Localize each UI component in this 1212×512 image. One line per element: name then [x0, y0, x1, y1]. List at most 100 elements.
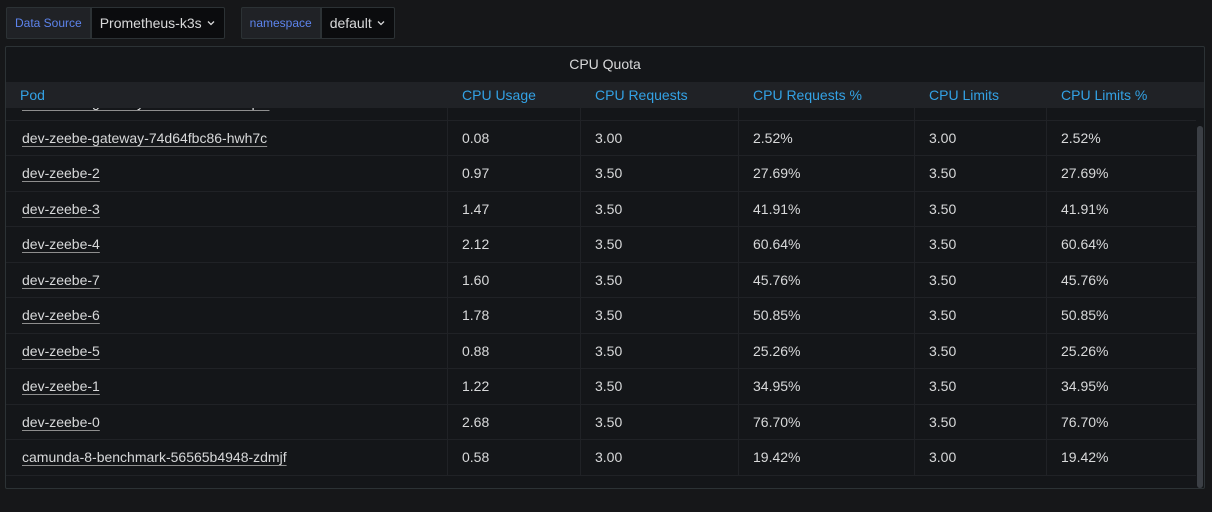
cell-pod[interactable]: dev-zeebe-6: [6, 298, 448, 333]
cell-pod[interactable]: dev-zeebe-7: [6, 262, 448, 297]
cell-cpu-requests-pct: 45.76%: [739, 262, 915, 297]
cell-value: 0.58: [462, 449, 490, 466]
scrollbar[interactable]: [1197, 126, 1203, 488]
cell-value: 2.52%: [753, 129, 793, 146]
cell-value: 2.12: [462, 236, 490, 253]
cell-cpu-requests-pct: 50.85%: [739, 298, 915, 333]
cell-cpu-limits-pct: 58.70%: [1047, 108, 1196, 120]
pod-link[interactable]: dev-zeebe-5: [22, 342, 100, 359]
pod-link[interactable]: dev-zeebe-7: [22, 271, 100, 288]
column-header-cpu-requests-pct[interactable]: CPU Requests %: [753, 87, 862, 103]
cell-cpu-requests: 3.00: [581, 120, 739, 155]
pod-link[interactable]: dev-zeebe-gateway-74d64fbc86-wwqlm: [22, 108, 269, 110]
cell-cpu-limits: 3.00: [915, 120, 1047, 155]
table-row: dev-zeebe-4 2.12 3.50 60.64% 3.50 60.64%: [6, 227, 1196, 263]
cell-cpu-requests: 3.50: [581, 333, 739, 368]
pod-link[interactable]: dev-zeebe-2: [22, 165, 100, 182]
cell-value: 76.70%: [1061, 413, 1109, 430]
cell-cpu-limits: 3.50: [915, 369, 1047, 404]
cell-pod[interactable]: dev-zeebe-4: [6, 227, 448, 262]
cell-pod[interactable]: dev-zeebe-2: [6, 156, 448, 191]
cell-value: 34.95%: [1061, 378, 1109, 395]
cell-value: 58.70%: [753, 108, 800, 110]
cell-cpu-usage: 0.97: [448, 156, 581, 191]
cell-cpu-limits-pct: 34.95%: [1047, 369, 1196, 404]
table-rows: dev-zeebe-gateway-74d64fbc86-wwqlm 1.76 3.…: [6, 108, 1196, 476]
column-header-cpu-limits-pct[interactable]: CPU Limits %: [1061, 87, 1148, 103]
pod-link[interactable]: dev-zeebe-0: [22, 413, 100, 430]
cell-cpu-limits-pct: 41.91%: [1047, 192, 1196, 227]
cell-value: 1.60: [462, 271, 490, 288]
cell-value: 60.64%: [753, 236, 801, 253]
pod-link[interactable]: dev-zeebe-4: [22, 236, 100, 253]
cell-cpu-requests-pct: 58.70%: [739, 108, 915, 120]
cell-value: 19.42%: [1061, 449, 1109, 466]
cell-cpu-limits: 3.50: [915, 227, 1047, 262]
cell-cpu-requests-pct: 2.52%: [739, 120, 915, 155]
cell-value: 3.50: [929, 271, 957, 288]
cell-value: 3.00: [595, 108, 622, 110]
cell-cpu-requests: 3.50: [581, 298, 739, 333]
cell-value: 41.91%: [753, 200, 801, 217]
cell-value: 3.50: [595, 165, 623, 182]
cell-pod[interactable]: dev-zeebe-1: [6, 369, 448, 404]
cell-cpu-limits-pct: 45.76%: [1047, 263, 1196, 298]
cell-pod[interactable]: dev-zeebe-0: [6, 404, 448, 439]
cell-value: 76.70%: [753, 413, 801, 430]
cell-value: 3.50: [595, 413, 623, 430]
column-header-pod[interactable]: Pod: [20, 87, 45, 103]
cell-value: 0.88: [462, 342, 490, 359]
cell-cpu-limits: 3.50: [915, 333, 1047, 368]
cell-pod[interactable]: dev-zeebe-gateway-74d64fbc86-hwh7c: [6, 120, 448, 155]
cell-value: 3.50: [929, 200, 957, 217]
cell-value: 45.76%: [753, 271, 801, 288]
cell-value: 2.52%: [1061, 129, 1101, 146]
cell-value: 45.76%: [1061, 271, 1109, 288]
cell-value: 1.76: [462, 108, 489, 110]
column-header-cpu-requests[interactable]: CPU Requests: [595, 87, 688, 103]
cell-value: 3.50: [595, 342, 623, 359]
scrollbar-thumb[interactable]: [1197, 126, 1203, 488]
namespace-value: default: [329, 15, 372, 31]
cell-pod[interactable]: dev-zeebe-3: [6, 191, 448, 226]
pod-link[interactable]: dev-zeebe-3: [22, 200, 100, 217]
cell-value: 3.50: [595, 200, 623, 217]
cell-cpu-requests: 3.50: [581, 156, 739, 191]
datasource-value: Prometheus-k3s: [99, 15, 202, 31]
cell-cpu-usage: 1.76: [448, 108, 581, 120]
pod-link[interactable]: dev-zeebe-1: [22, 378, 100, 395]
cell-cpu-requests: 3.50: [581, 191, 739, 226]
panel-title[interactable]: CPU Quota: [569, 56, 641, 72]
cell-value: 27.69%: [1061, 165, 1109, 182]
column-header-cpu-usage[interactable]: CPU Usage: [462, 87, 536, 103]
cell-value: 25.26%: [753, 342, 801, 359]
cell-cpu-requests-pct: 60.64%: [739, 227, 915, 262]
namespace-select[interactable]: default: [320, 7, 395, 39]
cell-cpu-requests-pct: 19.42%: [739, 440, 915, 475]
cell-value: 19.42%: [753, 449, 801, 466]
cell-cpu-limits-pct: 60.64%: [1047, 227, 1196, 262]
cell-value: 25.26%: [1061, 342, 1109, 359]
cell-pod[interactable]: dev-zeebe-5: [6, 333, 448, 368]
cell-cpu-requests: 3.50: [581, 262, 739, 297]
cell-value: 1.78: [462, 307, 490, 324]
pod-link[interactable]: dev-zeebe-6: [22, 307, 100, 324]
cell-cpu-limits: 3.50: [915, 191, 1047, 226]
datasource-select[interactable]: Prometheus-k3s: [90, 7, 225, 39]
pod-link[interactable]: camunda-8-benchmark-56565b4948-zdmjf: [22, 449, 287, 466]
column-header-cpu-limits[interactable]: CPU Limits: [929, 87, 1000, 103]
cell-pod[interactable]: dev-zeebe-gateway-74d64fbc86-wwqlm: [6, 108, 448, 120]
cell-value: 3.50: [929, 378, 957, 395]
chevron-down-icon: [207, 21, 215, 26]
cell-cpu-limits-pct: 2.52%: [1047, 121, 1196, 156]
table-row: dev-zeebe-6 1.78 3.50 50.85% 3.50 50.85%: [6, 298, 1196, 334]
cell-cpu-usage: 0.88: [448, 333, 581, 368]
pod-link[interactable]: dev-zeebe-gateway-74d64fbc86-hwh7c: [22, 129, 268, 146]
cell-value: 3.00: [595, 129, 623, 146]
cell-value: 3.50: [595, 236, 623, 253]
table-row: dev-zeebe-0 2.68 3.50 76.70% 3.50 76.70%: [6, 404, 1196, 440]
cell-value: 3.50: [595, 307, 623, 324]
cell-pod[interactable]: camunda-8-benchmark-56565b4948-zdmjf: [6, 440, 448, 475]
cell-value: 3.50: [595, 271, 623, 288]
cell-value: 50.85%: [1061, 307, 1109, 324]
